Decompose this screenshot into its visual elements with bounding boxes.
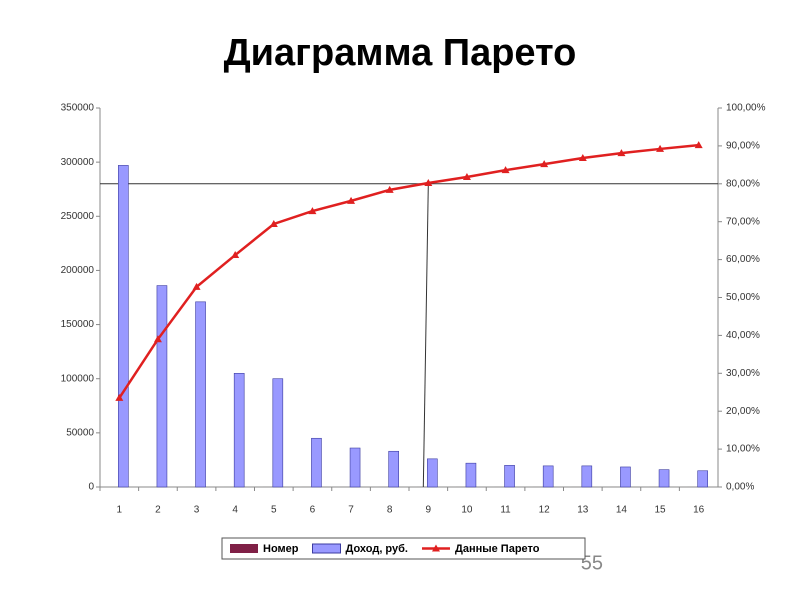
bar xyxy=(195,301,206,488)
x-tick-label: 4 xyxy=(232,505,238,516)
legend-marker xyxy=(431,544,440,552)
pareto-line xyxy=(118,143,699,399)
x-tick-label: 6 xyxy=(310,505,316,516)
y-tick-label: 50000 xyxy=(66,427,94,438)
pareto-marker xyxy=(347,196,356,204)
x-tick-label: 16 xyxy=(693,505,705,516)
y2-tick-label: 80,00% xyxy=(726,178,760,189)
bar xyxy=(233,372,245,488)
chart-title: Диаграмма Парето xyxy=(224,32,577,74)
legend-label: Номер xyxy=(263,543,299,555)
pareto-marker xyxy=(231,251,240,259)
pareto-marker xyxy=(424,179,433,187)
bar xyxy=(581,465,593,488)
pareto-marker xyxy=(578,154,587,162)
y2-tick-label: 100,00% xyxy=(726,103,766,114)
legend-swatch xyxy=(312,543,341,554)
x-tick-label: 13 xyxy=(577,505,589,516)
legend-swatch xyxy=(230,544,258,553)
y2-tick-label: 0,00% xyxy=(726,482,754,493)
pareto-marker xyxy=(192,282,201,290)
bar xyxy=(658,469,670,488)
y-tick-label: 150000 xyxy=(61,319,95,330)
x-tick-label: 1 xyxy=(117,505,123,516)
x-tick-label: 10 xyxy=(461,505,473,516)
legend-label: Данные Парето xyxy=(455,543,540,555)
x-tick-label: 5 xyxy=(271,505,277,516)
pareto-marker xyxy=(462,172,471,180)
y2-tick-label: 30,00% xyxy=(726,368,760,379)
bar xyxy=(504,465,515,488)
x-tick-label: 11 xyxy=(500,505,511,516)
bar xyxy=(465,462,477,488)
y2-tick-label: 50,00% xyxy=(726,292,760,303)
bar xyxy=(349,447,361,488)
pareto-marker xyxy=(617,149,626,157)
bar xyxy=(311,437,322,488)
y-tick-label: 350000 xyxy=(61,103,95,114)
pareto-marker xyxy=(694,141,703,149)
y-tick-label: 0 xyxy=(88,482,94,493)
bar xyxy=(156,285,168,488)
pareto-marker xyxy=(656,144,665,152)
legend-label: Доход, руб. xyxy=(346,543,408,555)
x-tick-label: 3 xyxy=(194,505,200,516)
pareto-marker xyxy=(385,185,394,193)
x-tick-label: 7 xyxy=(348,505,354,516)
bar xyxy=(118,165,129,488)
pareto-marker xyxy=(308,207,317,215)
x-tick-label: 2 xyxy=(155,505,161,516)
page-number: 55 xyxy=(581,552,603,574)
bar xyxy=(697,470,708,488)
y2-tick-label: 20,00% xyxy=(726,406,760,417)
reference-drop xyxy=(422,183,429,488)
bar xyxy=(542,465,554,488)
y-tick-label: 200000 xyxy=(61,265,95,276)
x-tick-label: 14 xyxy=(616,505,628,516)
bar xyxy=(388,450,399,488)
y2-tick-label: 70,00% xyxy=(726,216,760,227)
x-tick-label: 12 xyxy=(539,505,551,516)
y-tick-label: 100000 xyxy=(61,373,95,384)
pareto-marker xyxy=(153,335,162,343)
x-tick-label: 9 xyxy=(426,505,432,516)
bar xyxy=(427,458,438,488)
y2-tick-label: 10,00% xyxy=(726,444,760,455)
y-tick-label: 300000 xyxy=(61,157,95,168)
pareto-marker xyxy=(115,393,124,401)
pareto-marker xyxy=(501,166,510,174)
x-tick-label: 15 xyxy=(655,505,667,516)
legend-box xyxy=(221,537,586,560)
y2-tick-label: 90,00% xyxy=(726,141,760,152)
y2-tick-label: 60,00% xyxy=(726,254,760,265)
pareto-marker xyxy=(269,219,278,227)
bar xyxy=(620,466,631,488)
pareto-marker xyxy=(540,160,549,168)
bar xyxy=(272,378,284,488)
y2-tick-label: 40,00% xyxy=(726,330,760,341)
x-tick-label: 8 xyxy=(387,505,393,516)
y-tick-label: 250000 xyxy=(61,211,95,222)
